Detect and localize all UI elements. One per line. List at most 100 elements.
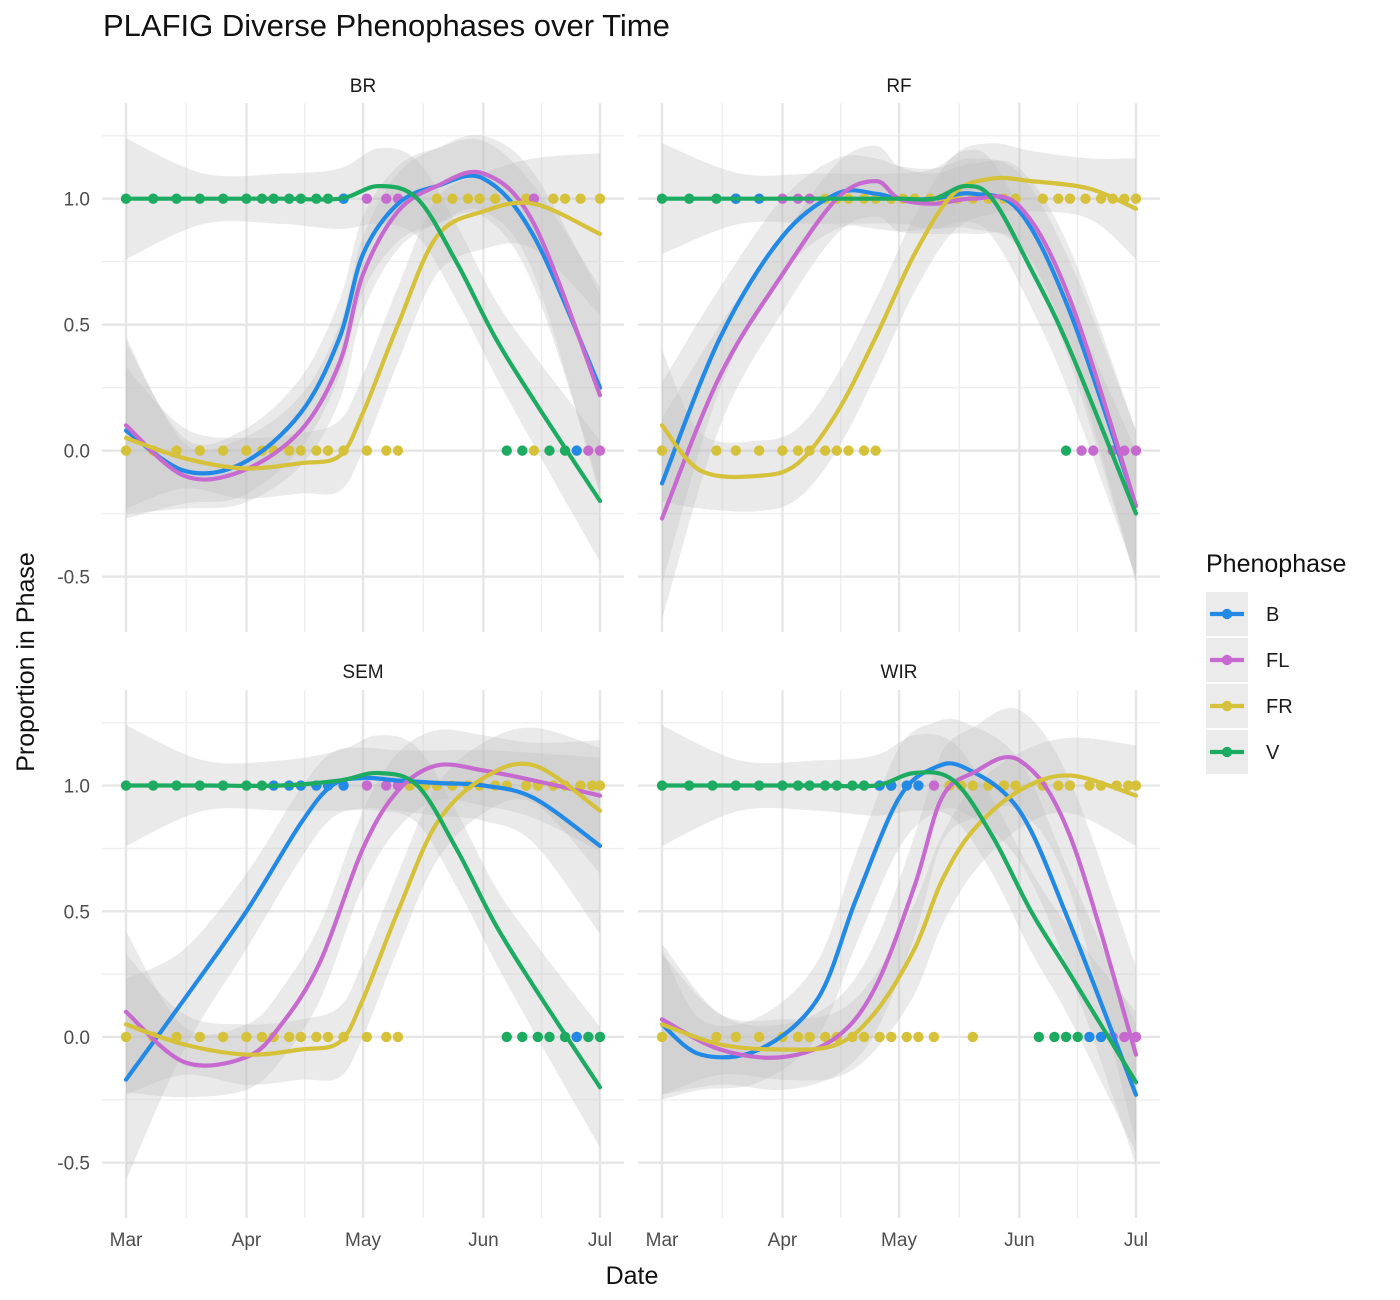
- x-axis-title: Date: [606, 1262, 659, 1290]
- point-fr: [120, 1031, 132, 1043]
- point-fr: [587, 780, 598, 791]
- point-fr: [381, 445, 392, 456]
- line-v: [659, 770, 1139, 1085]
- point-fr: [295, 1031, 307, 1043]
- point-fr: [361, 1031, 373, 1043]
- facet-label: BR: [350, 76, 376, 97]
- point-fr: [1123, 780, 1134, 791]
- point-fr: [777, 445, 788, 456]
- point-v: [594, 1031, 606, 1043]
- line-fl: [123, 169, 603, 482]
- point-fr: [283, 445, 295, 456]
- point-fr: [967, 780, 979, 791]
- point-v: [1033, 1031, 1045, 1043]
- legend-label: B: [1266, 604, 1279, 626]
- point-fr: [217, 445, 229, 456]
- point-fr: [194, 445, 206, 456]
- line-v: [123, 183, 603, 504]
- panel-wir: WIR Mar Apr May Jun Jul: [638, 662, 1160, 1251]
- axis-ticks: -0.5 0.0 0.5 1.0: [57, 190, 90, 589]
- point-fr: [804, 1031, 815, 1043]
- x-tick-label: May: [881, 1230, 917, 1251]
- series-lines: [659, 175, 1139, 521]
- legend-item-fl: FL: [1206, 638, 1289, 682]
- band-fl: [126, 134, 600, 514]
- legend-label: FR: [1266, 696, 1293, 718]
- point-fr: [392, 445, 404, 456]
- x-tick-label: Jul: [588, 1230, 612, 1251]
- point-fr: [1064, 193, 1076, 204]
- point-fr: [528, 445, 540, 456]
- line-fr: [123, 200, 603, 471]
- line-v: [123, 770, 603, 1090]
- point-fr: [474, 193, 485, 204]
- point-fr: [858, 445, 870, 456]
- point-fr: [392, 1031, 404, 1043]
- point-fr: [831, 445, 843, 456]
- point-fr: [656, 445, 668, 456]
- point-fl: [1119, 1031, 1130, 1043]
- y-tick-label: 0.0: [64, 442, 90, 463]
- point-fr: [1084, 780, 1095, 791]
- point-fr: [322, 445, 334, 456]
- band-v: [126, 725, 600, 1148]
- y-tick-label: 1.0: [64, 190, 90, 211]
- point-v: [532, 1031, 544, 1043]
- point-fr: [217, 1031, 229, 1043]
- point-fr: [520, 780, 532, 791]
- legend-key-point: [1221, 700, 1233, 712]
- point-fr: [819, 445, 831, 456]
- band-v: [662, 143, 1136, 577]
- point-fr: [311, 1031, 322, 1043]
- panel-sem: SEM -0.5 0.0 0.5 1.0 Mar Apr May Jun Jul: [57, 662, 624, 1251]
- point-fr: [431, 193, 443, 204]
- legend-key-point: [1221, 746, 1233, 758]
- band-b: [126, 138, 600, 519]
- point-fl: [583, 445, 594, 456]
- point-v: [1049, 1031, 1060, 1043]
- y-tick-label: 0.0: [64, 1028, 90, 1049]
- x-tick-label: May: [345, 1230, 381, 1251]
- band-b: [662, 155, 1136, 585]
- legend-key-point: [1221, 654, 1233, 666]
- x-tick-label: Apr: [232, 1230, 262, 1251]
- confidence-bands: [126, 134, 600, 562]
- point-fr: [311, 445, 322, 456]
- point-fr: [858, 1031, 870, 1043]
- point-fl: [361, 780, 373, 791]
- x-tick-label: Jul: [1124, 1230, 1148, 1251]
- point-fr: [843, 445, 854, 456]
- point-v: [544, 445, 555, 456]
- legend-label: V: [1266, 742, 1280, 764]
- y-tick-label: 0.5: [64, 902, 90, 923]
- legend-item-v: V: [1206, 730, 1280, 774]
- legend: Phenophase B FL FR V: [1206, 550, 1346, 774]
- point-b: [571, 1031, 582, 1043]
- point-fr: [967, 1031, 979, 1043]
- line-fr: [659, 773, 1139, 1052]
- point-fr: [1080, 193, 1091, 204]
- line-fr: [659, 175, 1139, 480]
- point-fr: [241, 1031, 252, 1043]
- point-b: [1084, 1031, 1095, 1043]
- point-fr: [559, 193, 571, 204]
- y-tick-label: -0.5: [57, 568, 90, 589]
- point-fr: [753, 445, 765, 456]
- point-fr: [1130, 780, 1142, 791]
- x-tick-label: Jun: [1004, 1230, 1035, 1251]
- band-fr: [126, 153, 600, 509]
- panel-br: BR -0.5 0.0 0.5 1.0: [57, 76, 624, 632]
- point-fr: [730, 1031, 742, 1043]
- axis-ticks: Mar Apr May Jun Jul: [646, 1230, 1149, 1251]
- line-fl: [659, 754, 1139, 1060]
- point-fr: [1053, 193, 1064, 204]
- band-v: [662, 725, 1136, 1153]
- point-fr: [874, 1031, 885, 1043]
- series-lines: [123, 169, 603, 504]
- point-fr: [870, 445, 881, 456]
- point-fr: [381, 1031, 392, 1043]
- point-fr: [792, 445, 804, 456]
- y-tick-label: 0.5: [64, 316, 90, 337]
- point-fl: [381, 780, 392, 791]
